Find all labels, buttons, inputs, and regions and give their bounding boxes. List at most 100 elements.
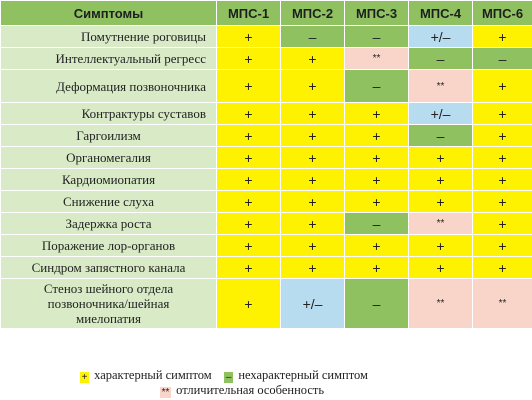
symptom-cell: Задержка роста: [0, 212, 217, 235]
table-row: Контрактуры суставов + + + +/– +: [0, 102, 532, 125]
symptom-cell: Гаргоилизм: [0, 124, 217, 147]
value-cell: +: [472, 212, 532, 235]
value-cell: +: [472, 124, 532, 147]
value-cell: +: [472, 25, 532, 48]
value-cell: +: [280, 47, 345, 70]
table-row: Интеллектуальный регресс + + ** – –: [0, 47, 532, 70]
value-cell: **: [344, 47, 409, 70]
header-mps-2: МПС-2: [280, 0, 345, 26]
value-cell: +: [280, 256, 345, 279]
value-cell: +: [280, 212, 345, 235]
value-cell: +/–: [408, 25, 473, 48]
table-row: Кардиомиопатия + + + + +: [0, 168, 532, 191]
value-cell: **: [472, 278, 532, 329]
value-cell: +: [472, 102, 532, 125]
symptom-line: позвоночника/шейная: [47, 296, 170, 311]
legend-plus-swatch: +: [80, 372, 89, 383]
legend-line-2: ** отличительная особенность: [160, 383, 324, 398]
value-cell: –: [408, 124, 473, 147]
value-cell: +: [216, 69, 281, 103]
value-cell: +: [216, 168, 281, 191]
value-cell: **: [408, 69, 473, 103]
symptom-cell: Синдром запястного канала: [0, 256, 217, 279]
value-cell: +: [280, 102, 345, 125]
symptom-cell: Кардиомиопатия: [0, 168, 217, 191]
symptom-line: Стеноз шейного отдела: [43, 281, 174, 296]
header-mps-1: МПС-1: [216, 0, 281, 26]
value-cell: +: [408, 168, 473, 191]
symptom-cell: Деформация позвоночника: [0, 69, 217, 103]
table-row: Синдром запястного канала + + + + +: [0, 256, 532, 279]
value-cell: +: [472, 234, 532, 257]
value-cell: +: [216, 234, 281, 257]
value-cell: +: [344, 168, 409, 191]
value-cell: –: [280, 25, 345, 48]
value-cell: –: [344, 69, 409, 103]
header-row: Симптомы МПС-1 МПС-2 МПС-3 МПС-4 МПС-6: [0, 0, 532, 26]
value-cell: +: [408, 190, 473, 213]
value-cell: +: [280, 190, 345, 213]
legend-minus-swatch: –: [224, 372, 234, 383]
value-cell: +: [216, 146, 281, 169]
legend-star-text: отличительная особенность: [176, 383, 325, 397]
symptom-line: миелопатия: [76, 311, 141, 326]
value-cell: **: [408, 278, 473, 329]
legend-star-swatch: **: [160, 387, 171, 398]
value-cell: –: [344, 25, 409, 48]
value-cell: +: [216, 102, 281, 125]
value-cell: +: [216, 256, 281, 279]
value-cell: –: [344, 212, 409, 235]
value-cell: +: [216, 190, 281, 213]
header-symptoms: Симптомы: [0, 0, 217, 26]
symptom-table: Симптомы МПС-1 МПС-2 МПС-3 МПС-4 МПС-6 П…: [0, 0, 532, 329]
value-cell: +: [216, 212, 281, 235]
value-cell: +: [344, 190, 409, 213]
symptom-cell: Помутнение роговицы: [0, 25, 217, 48]
value-cell: +: [344, 234, 409, 257]
table-body: Помутнение роговицы + – – +/– + Интеллектуальн…: [0, 25, 532, 329]
table-row: Снижение слуха + + + + +: [0, 190, 532, 213]
legend-plus-text: характерный симптом: [94, 368, 212, 382]
value-cell: +: [280, 234, 345, 257]
value-cell: +: [344, 124, 409, 147]
legend-minus-text: нехарактерный симптом: [238, 368, 368, 382]
value-cell: +: [280, 146, 345, 169]
value-cell: +: [216, 278, 281, 329]
table-row: Помутнение роговицы + – – +/– +: [0, 25, 532, 48]
table-row: Стеноз шейного отдела позвоночника/шейная…: [0, 278, 532, 329]
value-cell: +: [408, 234, 473, 257]
table-row: Задержка роста + + – ** +: [0, 212, 532, 235]
value-cell: +: [472, 168, 532, 191]
value-cell: +: [472, 256, 532, 279]
value-cell: –: [472, 47, 532, 70]
value-cell: +: [216, 25, 281, 48]
value-cell: +: [344, 146, 409, 169]
symptom-cell: Органомегалия: [0, 146, 217, 169]
symptom-cell: Стеноз шейного отдела позвоночника/шейная…: [0, 278, 217, 329]
value-cell: +: [408, 146, 473, 169]
symptom-cell: Контрактуры суставов: [0, 102, 217, 125]
value-cell: **: [408, 212, 473, 235]
value-cell: +: [280, 168, 345, 191]
value-cell: +: [280, 69, 345, 103]
symptom-table-container: Симптомы МПС-1 МПС-2 МПС-3 МПС-4 МПС-6 П…: [0, 0, 532, 329]
symptom-cell: Поражение лор-органов: [0, 234, 217, 257]
value-cell: –: [344, 278, 409, 329]
table-row: Поражение лор-органов + + + + +: [0, 234, 532, 257]
header-mps-3: МПС-3: [344, 0, 409, 26]
table-row: Деформация позвоночника + + – ** +: [0, 69, 532, 103]
symptom-cell: Интеллектуальный регресс: [0, 47, 217, 70]
value-cell: –: [408, 47, 473, 70]
value-cell: +: [344, 102, 409, 125]
value-cell: +: [472, 146, 532, 169]
value-cell: +: [472, 190, 532, 213]
value-cell: +/–: [280, 278, 345, 329]
value-cell: +: [344, 256, 409, 279]
value-cell: +/–: [408, 102, 473, 125]
table-row: Гаргоилизм + + + – +: [0, 124, 532, 147]
header-mps-6: МПС-6: [472, 0, 532, 26]
table-row: Органомегалия + + + + +: [0, 146, 532, 169]
value-cell: +: [216, 47, 281, 70]
value-cell: +: [216, 124, 281, 147]
value-cell: +: [408, 256, 473, 279]
